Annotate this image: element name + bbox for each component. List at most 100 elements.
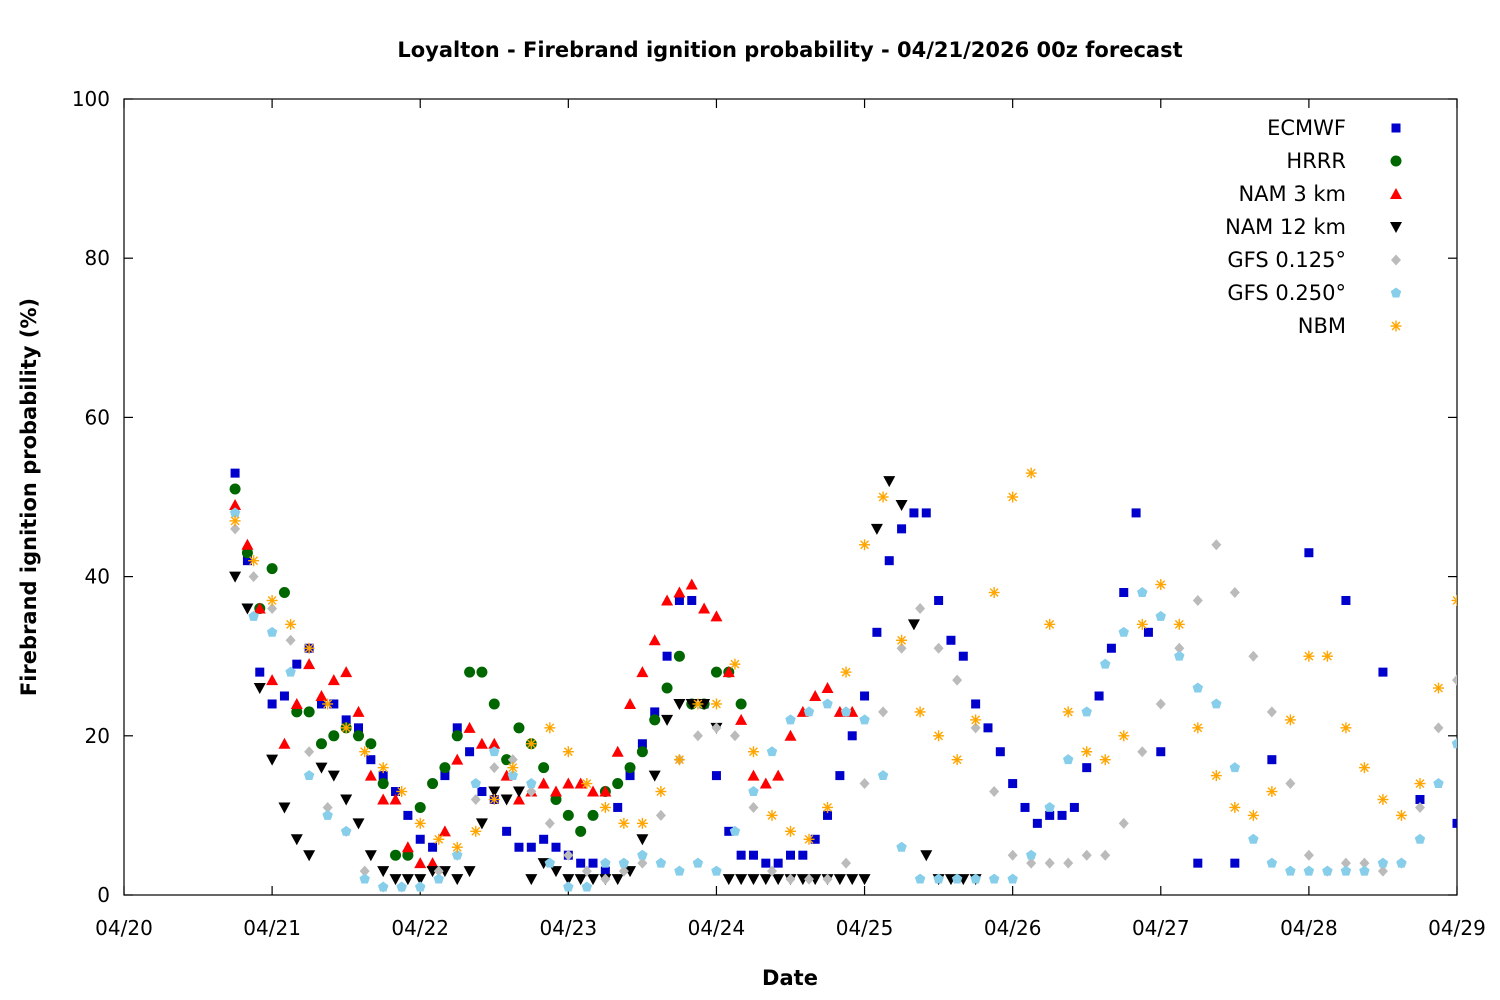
data-point [414,801,426,813]
data-point [470,793,481,805]
data-point [1106,643,1116,653]
data-point [507,762,519,774]
data-point [1045,810,1055,820]
data-point [507,770,519,781]
data-point [587,874,600,886]
data-point [304,746,315,758]
data-point [661,682,673,694]
data-point [637,849,648,860]
data-point [378,771,388,781]
data-point [526,778,537,789]
data-point [438,866,451,878]
legend-label: NAM 3 km [1238,182,1346,206]
data-point [433,873,444,884]
data-point [365,738,377,750]
data-point [1211,539,1222,551]
data-point [1008,779,1018,789]
data-point [587,809,599,821]
data-point [475,737,488,749]
data-point [661,714,674,726]
data-point [229,507,241,518]
data-point [390,849,402,861]
data-point [600,866,610,876]
data-point [1062,754,1074,765]
data-point [611,745,624,757]
data-point [1118,817,1129,829]
data-point [303,658,316,670]
data-point [563,881,574,892]
data-point [1131,508,1141,518]
x-axis-title: Date [762,966,818,990]
data-point [710,666,722,678]
data-point [786,850,795,860]
data-point [514,842,524,852]
legend-label: ECMWF [1267,116,1346,140]
data-point [655,857,667,868]
data-point [859,778,870,790]
data-point [1044,618,1056,630]
data-point [1266,786,1278,798]
data-point [599,801,611,813]
data-point [711,865,722,876]
series-nbm [229,467,1457,853]
data-point [266,626,278,637]
data-point [847,731,857,741]
data-point [255,667,265,677]
data-point [587,785,600,797]
data-point [1137,746,1148,758]
data-point [1248,650,1259,662]
data-point [810,834,820,844]
data-point [933,873,944,884]
data-point [661,594,674,606]
data-point [315,762,328,774]
data-point [915,602,926,614]
data-point [576,858,586,868]
data-point [470,825,482,837]
legend-label: GFS 0.250° [1227,281,1346,305]
series-nam-12-km [229,476,982,886]
data-point [1322,865,1333,876]
data-point [502,826,512,836]
data-point [1303,865,1315,876]
data-point [1099,754,1111,766]
data-point [951,754,963,766]
data-point [933,730,945,742]
data-point [359,746,371,758]
data-point [729,825,741,836]
data-point [465,747,475,757]
data-point [1192,682,1204,693]
data-point [1359,857,1370,869]
data-point [401,874,414,886]
data-point [766,809,778,821]
data-point [946,635,956,645]
data-point [463,866,476,878]
data-point [1433,722,1444,734]
data-point [914,873,926,884]
data-point [796,874,809,886]
data-point [624,866,637,878]
data-point [1451,738,1457,749]
data-point [803,706,815,717]
data-point [1118,730,1130,742]
chart-title: Loyalton - Firebrand ignition probabilit… [397,38,1182,62]
data-point [389,793,402,805]
data-point [562,809,574,821]
data-point [784,729,797,741]
legend-marker [1391,123,1401,133]
x-tick-label: 04/21 [243,916,301,940]
data-point [1082,763,1092,773]
data-point [1341,595,1351,605]
data-point [562,777,575,789]
data-point [403,810,413,820]
data-point [389,874,402,886]
data-point [440,771,450,781]
data-point [759,777,772,789]
data-point [821,682,834,694]
data-point [636,817,648,829]
data-point [359,865,370,877]
data-point [1285,865,1296,876]
data-point [426,866,439,878]
data-point [636,834,649,846]
data-point [1229,762,1241,773]
data-point [600,857,611,868]
